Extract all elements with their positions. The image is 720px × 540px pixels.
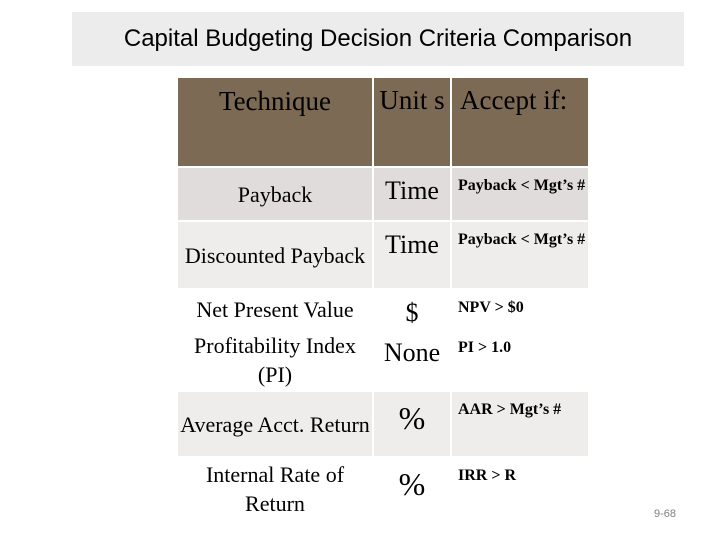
- units-cell: None: [372, 328, 452, 392]
- technique-cell: Internal Rate of Return: [176, 456, 374, 522]
- accept-cell: NPV > $0: [450, 288, 590, 330]
- technique-cell: Payback: [176, 166, 374, 222]
- header-row: Technique Unit s Accept if:: [176, 76, 590, 168]
- table-row: Average Acct. Return % AAR > Mgt’s #: [176, 390, 590, 458]
- units-cell: %: [372, 390, 452, 458]
- accept-cell: Payback < Mgt’s #: [450, 220, 590, 290]
- header-technique: Technique: [176, 76, 374, 168]
- accept-cell: PI > 1.0: [450, 328, 590, 392]
- units-cell: $: [372, 288, 452, 330]
- units-cell: %: [372, 456, 452, 522]
- table-row: Net Present Value $ NPV > $0: [176, 288, 590, 330]
- units-cell: Time: [372, 166, 452, 222]
- table-row: Internal Rate of Return % IRR > R: [176, 456, 590, 522]
- table-row: Payback Time Payback < Mgt’s #: [176, 166, 590, 222]
- technique-cell: Average Acct. Return: [176, 390, 374, 458]
- units-cell: Time: [372, 220, 452, 290]
- criteria-table: Technique Unit s Accept if: Payback Time…: [176, 76, 590, 522]
- table-row: Discounted Payback Time Payback < Mgt’s …: [176, 220, 590, 290]
- accept-cell: AAR > Mgt’s #: [450, 390, 590, 458]
- accept-cell: IRR > R: [450, 456, 590, 522]
- header-accept: Accept if:: [450, 76, 590, 168]
- slide-title: Capital Budgeting Decision Criteria Comp…: [123, 25, 633, 52]
- technique-cell: Profitability Index (PI): [176, 328, 374, 392]
- header-units: Unit s: [372, 76, 452, 168]
- accept-cell: Payback < Mgt’s #: [450, 166, 590, 222]
- page-number: 9-68: [653, 508, 676, 520]
- title-box: Capital Budgeting Decision Criteria Comp…: [72, 12, 684, 66]
- technique-cell: Discounted Payback: [176, 220, 374, 290]
- technique-cell: Net Present Value: [176, 288, 374, 330]
- table-row: Profitability Index (PI) None PI > 1.0: [176, 328, 590, 392]
